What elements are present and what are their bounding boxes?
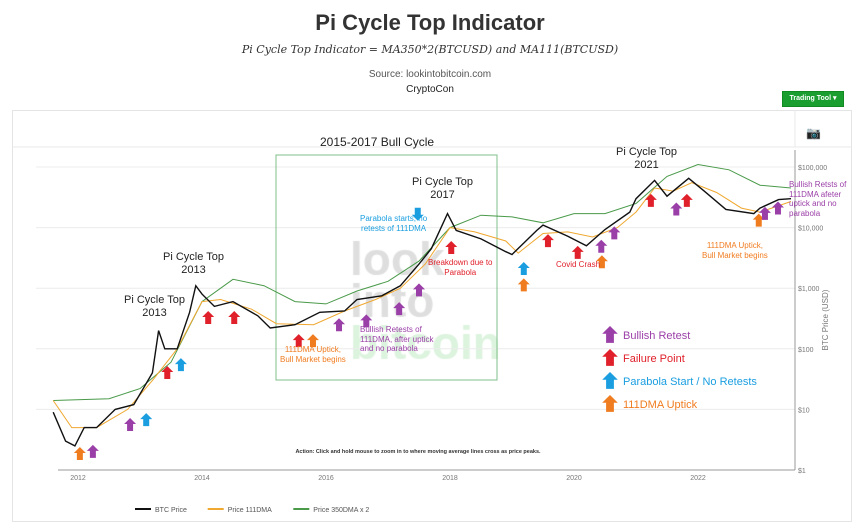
camera-icon[interactable]: 📷	[806, 126, 821, 140]
bullish-arrow-icon	[670, 202, 683, 216]
label-parabola: Parabola starts, no retests of 111DMA	[360, 214, 428, 233]
author-text: CryptoCon	[406, 84, 454, 95]
label-top-2013-b: Pi Cycle Top 2013	[124, 294, 185, 320]
legend-item[interactable]: Price 111DMA	[207, 507, 272, 514]
key-label-uptick: 111DMA Uptick	[623, 399, 698, 411]
failure-arrow-icon	[161, 366, 174, 380]
failure-arrow-icon	[644, 193, 657, 207]
x-tick-label: 2020	[566, 475, 582, 482]
failure-arrow-icon	[541, 234, 554, 248]
bullish-arrow-icon	[771, 201, 784, 215]
parabola-key-arrow-icon	[602, 372, 618, 389]
uptick-arrow-icon	[752, 213, 765, 227]
key-label-parabola: Parabola Start / No Retests	[623, 376, 757, 388]
x-tick-label: 2022	[690, 475, 706, 482]
label-top-2017: Pi Cycle Top 2017	[412, 176, 473, 202]
uptick-arrow-icon	[517, 278, 530, 292]
failure-arrow-icon	[445, 241, 458, 255]
label-top-2013-a: Pi Cycle Top 2013	[163, 251, 224, 277]
failure-arrow-icon	[680, 193, 693, 207]
y-tick-label: $1,000	[798, 286, 820, 293]
uptick-arrow-icon	[595, 255, 608, 269]
bullish-arrow-icon	[608, 226, 621, 240]
bullish-arrow-icon	[86, 444, 99, 458]
failure-arrow-icon	[571, 245, 584, 259]
failure-key-arrow-icon	[602, 349, 618, 366]
legend-label: BTC Price	[155, 507, 187, 514]
x-tick-label: 2014	[194, 475, 210, 482]
label-bullish-2023: Bullish Retsts of 111DMA afeter uptick a…	[789, 180, 847, 218]
bullish-key-arrow-icon	[602, 326, 618, 343]
x-tick-label: 2018	[442, 475, 458, 482]
trading-tool-button[interactable]: Trading Tool ▾	[782, 91, 844, 107]
y-tick-label: $100	[798, 347, 814, 354]
uptick-arrow-icon	[306, 334, 319, 348]
parabola-arrow-icon	[411, 207, 424, 221]
bullish-arrow-icon	[413, 283, 425, 297]
bull-cycle-title: 2015-2017 Bull Cycle	[320, 135, 435, 149]
bullish-arrow-icon	[393, 302, 406, 316]
x-tick-label: 2016	[318, 475, 334, 482]
failure-arrow-icon	[292, 334, 305, 348]
parabola-arrow-icon	[517, 262, 530, 276]
y-axis-label: BTC Price (USD)	[821, 289, 830, 350]
y-tick-label: $10	[798, 407, 810, 414]
parabola-arrow-icon	[140, 413, 153, 427]
label-covid-crash: Covid Crash	[556, 260, 601, 269]
failure-arrow-icon	[228, 311, 241, 325]
series-btc-price	[52, 177, 792, 447]
legend-item[interactable]: Price 350DMA x 2	[293, 507, 369, 514]
parabola-arrow-icon	[174, 358, 187, 372]
label-top-2021: Pi Cycle Top 2021	[616, 146, 677, 172]
bullish-arrow-icon	[595, 239, 608, 253]
label-breakdown: Breakdown due to Parabola	[428, 258, 493, 277]
failure-arrow-icon	[202, 311, 215, 325]
formula: Pi Cycle Top Indicator = MA350*2(BTCUSD)…	[241, 43, 619, 56]
chart-card	[12, 110, 852, 522]
legend-label: Price 111DMA	[228, 507, 272, 514]
label-uptick-2015: 111DMA Uptick, Bull Market begins	[280, 345, 346, 364]
legend-label: Price 350DMA x 2	[313, 507, 369, 514]
bull-cycle-box	[275, 154, 498, 381]
label-uptick-2023: 111DMA Uptick, Bull Market begins	[702, 241, 768, 260]
bullish-arrow-icon	[333, 318, 346, 332]
bullish-arrow-icon	[124, 418, 137, 432]
y-tick-label: $100,000	[798, 165, 827, 172]
page-title: Pi Cycle Top Indicator	[315, 10, 545, 35]
uptick-arrow-icon	[73, 446, 86, 460]
bullish-arrow-icon	[758, 206, 771, 220]
label-bullish-retests: Bullish Retests of 111DMA, after uptick …	[360, 325, 434, 354]
uptick-key-arrow-icon	[602, 395, 618, 412]
x-tick-label: 2012	[70, 475, 86, 482]
y-tick-label: $1	[798, 468, 806, 475]
key-label-failure: Failure Point	[623, 353, 685, 365]
y-tick-label: $10,000	[798, 226, 823, 233]
key-label-bullish: Bullish Retest	[623, 330, 690, 342]
action-text: Action: Click and hold mouse to zoom in …	[295, 449, 541, 455]
watermark-logo	[340, 235, 520, 375]
source-text: Source: lookintobitcoin.com	[368, 69, 492, 80]
legend-item[interactable]: BTC Price	[135, 507, 187, 514]
bullish-arrow-icon	[360, 314, 373, 328]
